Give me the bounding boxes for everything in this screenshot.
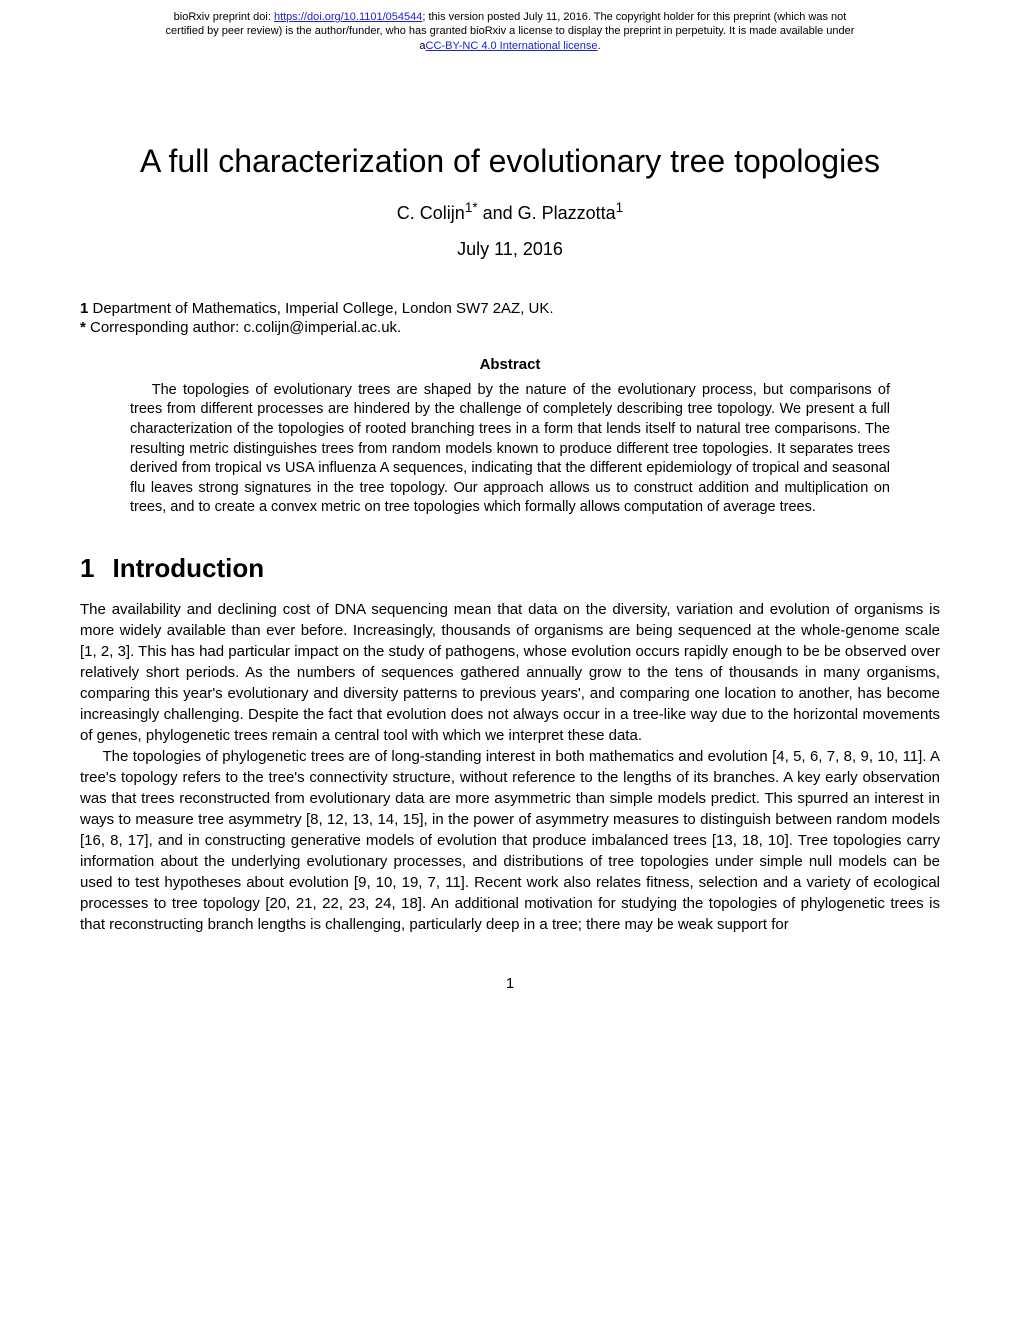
author-2-affil: 1 [616, 200, 624, 215]
preprint-text-prefix: bioRxiv preprint doi: [174, 11, 274, 23]
section-1-title: Introduction [112, 553, 264, 583]
author-separator: and G. Plazzotta [478, 203, 616, 223]
abstract-text: The topologies of evolutionary trees are… [130, 381, 890, 518]
corresponding-author: * Corresponding author: c.colijn@imperia… [80, 319, 940, 336]
page-number: 1 [80, 975, 940, 992]
intro-para-1: The availability and declining cost of D… [80, 599, 940, 746]
corresponding-text: Corresponding author: c.colijn@imperial.… [86, 319, 401, 336]
author-1-affil: 1* [465, 200, 478, 215]
paper-title: A full characterization of evolutionary … [80, 143, 940, 180]
affiliation: 1 Department of Mathematics, Imperial Co… [80, 300, 940, 317]
preprint-header: bioRxiv preprint doi: https://doi.org/10… [0, 0, 1020, 53]
affiliation-text: Department of Mathematics, Imperial Coll… [88, 300, 553, 317]
page-container: bioRxiv preprint doi: https://doi.org/10… [0, 0, 1020, 1320]
section-1-number: 1 [80, 553, 94, 583]
paper-date: July 11, 2016 [80, 239, 940, 260]
section-1-heading: 1 Introduction [80, 553, 940, 584]
license-suffix: . [598, 40, 601, 52]
author-1: C. Colijn [397, 203, 465, 223]
abstract-heading: Abstract [80, 356, 940, 373]
preprint-text-suffix: ; this version posted July 11, 2016. The… [422, 11, 846, 23]
intro-para-2: The topologies of phylogenetic trees are… [80, 746, 940, 935]
doi-link[interactable]: https://doi.org/10.1101/054544 [274, 11, 422, 23]
content-area: A full characterization of evolutionary … [0, 53, 1020, 1032]
license-link[interactable]: CC-BY-NC 4.0 International license [426, 40, 598, 52]
preprint-line2: certified by peer review) is the author/… [166, 25, 855, 37]
authors: C. Colijn1* and G. Plazzotta1 [80, 200, 940, 224]
